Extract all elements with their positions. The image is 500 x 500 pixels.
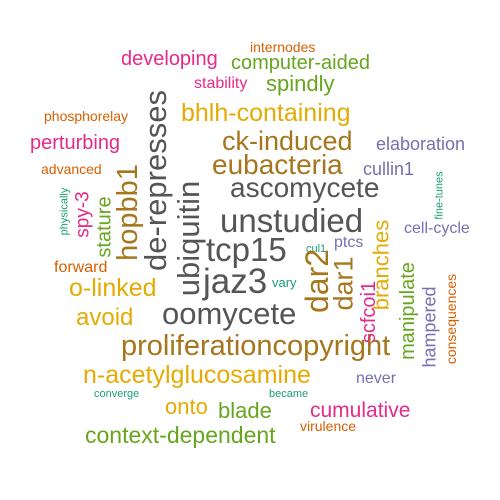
word-phosphorelay: phosphorelay [44,108,129,124]
word-spy-3: spy-3 [72,190,94,238]
word-stature: stature [93,196,116,258]
word-cullin1: cullin1 [363,159,415,179]
word-computer-aided: computer-aided [231,52,370,74]
word-never: never [356,370,397,387]
word-fine-tunes: fine-tunes [433,170,446,220]
word-tcp15: tcp15 [206,231,287,268]
word-cell-cycle: cell-cycle [404,220,470,237]
word-jaz3: jaz3 [203,262,268,301]
word-onto: onto [165,394,208,419]
word-advanced: advanced [41,161,102,177]
word-manipulate: manipulate [396,262,419,360]
word-elaboration: elaboration [376,134,466,154]
word-ubiquitin: ubiquitin [170,180,206,296]
word-vary: vary [272,275,297,290]
word-ptcs: ptcs [334,234,364,251]
word-bhlh-containing: bhlh-containing [181,99,351,127]
word-de-represses: de-represses [137,89,173,271]
word-blade: blade [218,398,272,423]
word-stability: stability [194,75,248,92]
word-consequences: consequences [443,273,460,365]
word-scfcoi1: scfcoi1 [358,280,381,344]
word-o-linked: o-linked [69,274,157,302]
word-ascomycete: ascomycete [230,172,380,203]
word-physically: physically [58,187,71,235]
word-n-acetylglucosamine: n-acetylglucosamine [83,361,311,389]
word-perturbing: perturbing [30,132,121,154]
word-context-dependent: context-dependent [85,422,276,448]
word-avoid: avoid [76,304,134,331]
word-virulence: virulence [300,418,357,434]
word-proliferationcopyright: proliferationcopyright [121,330,391,362]
word-hopbb1: hopbb1 [111,163,144,261]
word-unstudied: unstudied [220,202,364,239]
word-developing: developing [121,48,218,70]
word-spindly: spindly [266,71,335,96]
word-eubacteria: eubacteria [212,149,343,180]
word-ck-induced: ck-induced [222,126,353,156]
word-hampered: hampered [419,286,440,368]
word-internodes: internodes [250,39,316,55]
word-converge: converge [94,388,140,400]
word-oomycete: oomycete [162,296,297,331]
word-cul1: cul1 [306,243,327,255]
word-dar1: dar1 [328,255,359,311]
word-cumulative: cumulative [310,399,411,422]
word-became: became [269,388,309,400]
word-forward: forward [54,259,108,276]
